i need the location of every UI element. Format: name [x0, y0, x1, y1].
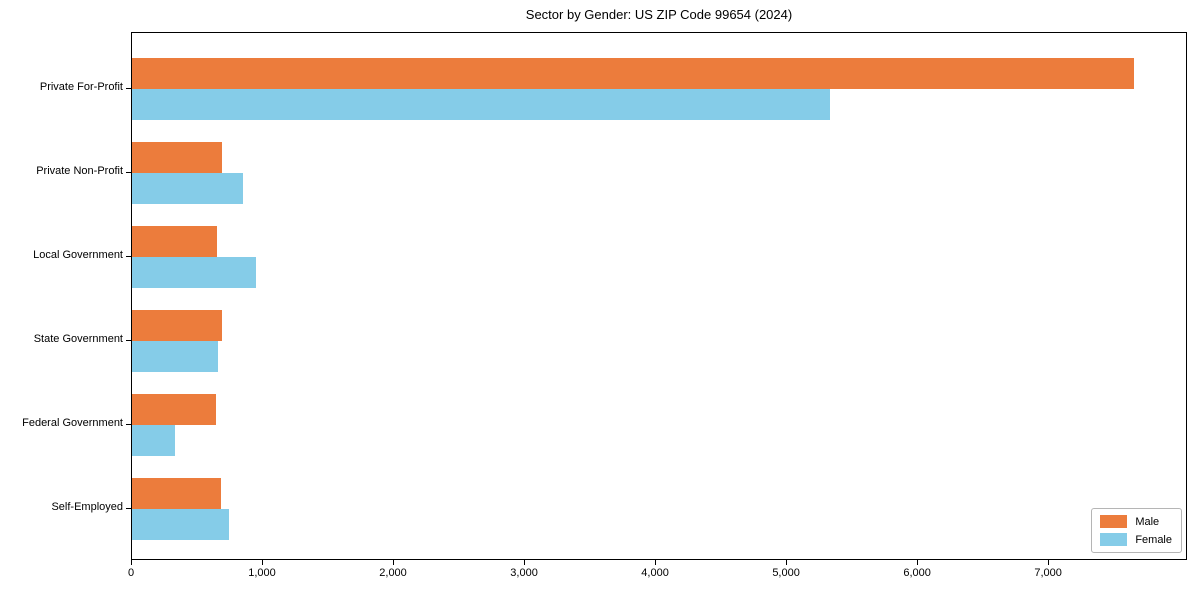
ytick-mark [126, 424, 131, 425]
legend-label-male: Male [1135, 515, 1160, 528]
plot-area: Male Female [131, 32, 1187, 560]
legend-entry-male: Male [1100, 515, 1172, 528]
bar-female-private-non-profit [132, 173, 244, 204]
xtick-label: 0 [127, 567, 135, 579]
ytick-label: Private Non-Profit [36, 165, 123, 177]
xtick-mark [393, 560, 395, 565]
xtick-mark [1048, 560, 1050, 565]
ytick-mark [126, 340, 131, 341]
ytick-label: Local Government [33, 249, 123, 261]
ytick-label: State Government [33, 333, 123, 345]
bar-male-state-government [132, 310, 223, 341]
female-swatch [1100, 533, 1128, 546]
bar-male-federal-government [132, 394, 216, 425]
xtick-label: 6,000 [903, 567, 931, 579]
xtick-label: 3,000 [510, 567, 538, 579]
ytick-label: Private For-Profit [39, 81, 123, 93]
xtick-mark [524, 560, 526, 565]
chart-title: Sector by Gender: US ZIP Code 99654 (202… [525, 7, 793, 22]
bar-female-local-government [132, 257, 257, 288]
xtick-mark [655, 560, 657, 565]
ytick-label: Self-Employed [51, 501, 123, 513]
ytick-mark [126, 256, 131, 257]
bar-male-local-government [132, 226, 218, 257]
bar-male-private-for-profit [132, 58, 1135, 89]
ytick-mark [126, 508, 131, 509]
xtick-mark [262, 560, 264, 565]
xtick-label: 5,000 [772, 567, 800, 579]
xtick-mark [917, 560, 919, 565]
bar-male-self-employed [132, 478, 222, 509]
bar-female-state-government [132, 341, 219, 372]
bar-female-federal-government [132, 425, 176, 456]
ytick-mark [126, 172, 131, 173]
xtick-label: 7,000 [1034, 567, 1062, 579]
xtick-label: 1,000 [248, 567, 276, 579]
xtick-mark [131, 560, 132, 565]
bar-male-private-non-profit [132, 142, 223, 173]
bar-female-self-employed [132, 509, 229, 540]
male-swatch [1100, 515, 1128, 528]
xtick-label: 4,000 [641, 567, 669, 579]
ytick-label: Federal Government [22, 417, 123, 429]
legend-label-female: Female [1135, 533, 1172, 546]
legend: Male Female [1091, 508, 1182, 553]
xtick-mark [786, 560, 788, 565]
legend-entry-female: Female [1100, 533, 1172, 546]
bar-female-private-for-profit [132, 89, 831, 120]
xtick-label: 2,000 [379, 567, 407, 579]
ytick-mark [126, 88, 131, 89]
